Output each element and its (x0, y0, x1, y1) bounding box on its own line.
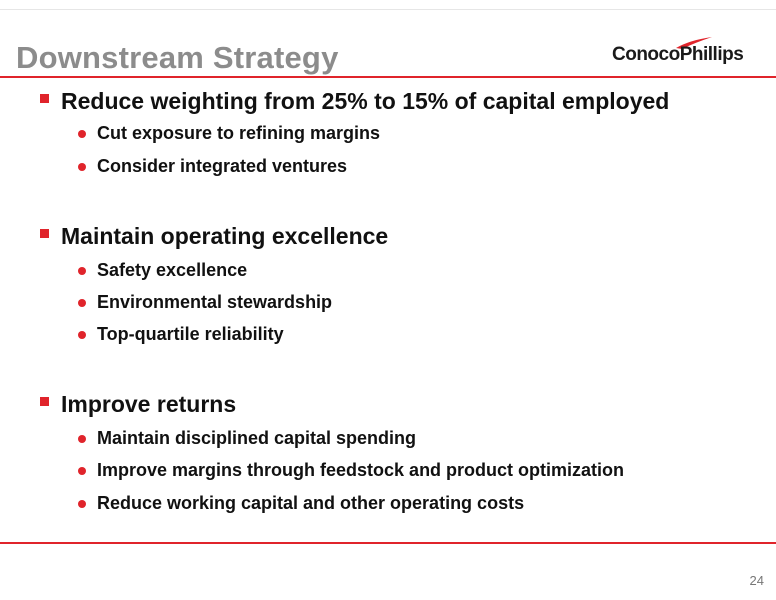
list-item-text: Consider integrated ventures (97, 156, 348, 176)
dot-bullet-icon (78, 330, 86, 339)
list-item-text: Cut exposure to refining margins (97, 123, 381, 143)
dot-bullet-icon (78, 499, 86, 508)
dot-bullet-icon (78, 434, 86, 443)
square-bullet-icon (40, 229, 49, 238)
list-item: Environmental stewardship (78, 292, 332, 313)
list-item: Maintain disciplined capital spending (78, 428, 416, 449)
swoosh-icon (676, 37, 712, 49)
list-item: Improve margins through feedstock and pr… (78, 460, 624, 481)
page-number: 24 (749, 573, 764, 588)
list-item-text: Maintain disciplined capital spending (97, 428, 417, 448)
section-heading: Improve returns (61, 391, 237, 417)
square-bullet-icon (40, 94, 49, 103)
list-item: Reduce working capital and other operati… (78, 493, 524, 514)
slide-title: Downstream Strategy (16, 40, 339, 75)
list-item-text: Reduce working capital and other operati… (97, 493, 525, 513)
title-divider (0, 76, 776, 78)
dot-bullet-icon (78, 298, 86, 307)
company-logo: ConocoPhillips (612, 36, 762, 70)
list-item-text: Safety excellence (97, 260, 248, 280)
square-bullet-icon (40, 397, 49, 406)
logo-text: ConocoPhillips (612, 44, 744, 65)
top-divider (0, 9, 776, 10)
section-heading: Maintain operating excellence (61, 223, 389, 249)
dot-bullet-icon (78, 129, 86, 138)
list-item: Consider integrated ventures (78, 156, 347, 177)
section-heading: Reduce weighting from 25% to 15% of capi… (61, 88, 670, 114)
list-item-text: Improve margins through feedstock and pr… (97, 460, 625, 480)
section-heading-item: Maintain operating excellence (40, 223, 388, 250)
list-item: Top-quartile reliability (78, 324, 284, 345)
dot-bullet-icon (78, 466, 86, 475)
section-heading-item: Improve returns (40, 391, 236, 418)
dot-bullet-icon (78, 266, 86, 275)
list-item: Cut exposure to refining margins (78, 123, 380, 144)
dot-bullet-icon (78, 162, 86, 171)
list-item: Safety excellence (78, 260, 247, 281)
list-item-text: Top-quartile reliability (97, 324, 284, 344)
section-heading-item: Reduce weighting from 25% to 15% of capi… (40, 88, 669, 115)
list-item-text: Environmental stewardship (97, 292, 333, 312)
footer-divider (0, 542, 776, 544)
